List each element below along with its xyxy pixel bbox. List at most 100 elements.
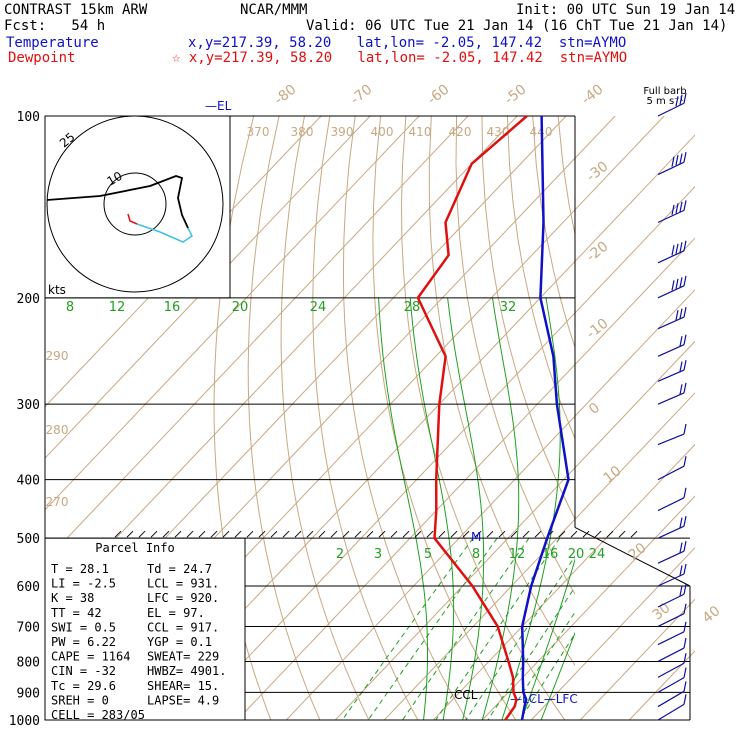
el-marker: —EL — [205, 99, 232, 113]
wind-barb-feather — [683, 694, 687, 705]
isotherm-label: -10 — [584, 316, 612, 343]
wind-barb-feather — [679, 542, 683, 553]
wind-barb-staff — [657, 525, 685, 539]
wind-barb-staff — [657, 573, 685, 587]
hatch-mark — [342, 530, 350, 538]
wind-barb-feather — [683, 681, 687, 692]
wind-barb-feather — [683, 487, 687, 498]
wind-barb-feather — [683, 359, 687, 371]
parcel-value-left: T = 28.1 — [51, 562, 109, 576]
hatch-mark — [174, 530, 182, 538]
theta-label: 400 — [371, 125, 394, 139]
hatch-mark — [246, 530, 254, 538]
mixing-ratio-label: 5 — [424, 547, 432, 562]
mixing-ratio-label: 16 — [542, 547, 559, 562]
wind-barb-feather — [683, 603, 687, 614]
mixing-ratio-line — [487, 586, 575, 720]
dry-adiabat-line — [584, 116, 740, 720]
hodograph-box — [44, 115, 231, 299]
mixing-ratio-label: 2 — [336, 547, 344, 562]
hatch-mark — [294, 530, 302, 538]
wind-barb-feather — [683, 621, 687, 632]
wind-barb-staff — [657, 344, 685, 357]
parcel-value-right: SWEAT= 229 — [147, 650, 219, 664]
hatch-mark — [366, 530, 374, 538]
theta-label: 370 — [247, 125, 270, 139]
moist-adiabat-label: 8 — [66, 300, 74, 315]
isotherm-line — [285, 289, 695, 720]
init-time: Init: 00 UTC Sun 19 Jan 14 — [516, 2, 736, 18]
hatch-mark — [126, 530, 134, 538]
hatch-mark — [510, 530, 518, 538]
parcel-value-left: SWI = 0.5 — [51, 620, 116, 634]
wind-barb-staff — [657, 631, 685, 646]
wind-barb-feather — [679, 361, 683, 372]
wind-barb-feather — [679, 277, 683, 288]
dry-adiabat-line — [736, 116, 740, 720]
mixing-ratio-line — [402, 537, 530, 720]
hatch-mark — [162, 530, 170, 538]
dry-adiabat-layer — [213, 116, 740, 720]
dry-adiabat-line — [557, 116, 575, 237]
hodograph-ring-inner — [103, 172, 167, 236]
isotherm-label: 20 — [626, 540, 650, 564]
dry-adiabat-line — [710, 116, 740, 720]
parcel-value-left: LI = -2.5 — [51, 577, 116, 591]
hatch-mark — [558, 530, 566, 538]
hatch-mark — [414, 530, 422, 538]
hodograph-trace-upper — [46, 175, 189, 229]
dry-adiabat-line — [685, 116, 740, 720]
dry-adiabat-line — [634, 116, 740, 720]
isotherm-label: -70 — [348, 82, 376, 109]
dewpoint-profile — [416, 115, 528, 721]
theta-label: 410 — [409, 125, 432, 139]
wind-barb-staff — [657, 662, 685, 678]
isotherm-line — [334, 340, 695, 720]
hatch-mark — [570, 530, 578, 538]
theta-label: 430 — [487, 125, 510, 139]
wind-barb-feather — [675, 243, 679, 254]
moist-adiabat-label: 16 — [164, 300, 181, 315]
dry-adiabat-line — [400, 116, 566, 720]
wind-barb-feather — [679, 242, 683, 253]
isotherm-label: 10 — [601, 463, 625, 487]
pressure-label: 400 — [17, 474, 40, 489]
wind-barb-staff — [657, 497, 685, 512]
hatch-mark — [378, 530, 386, 538]
parcel-value-right: SHEAR= 15. — [147, 679, 219, 693]
pressure-label: 1000 — [9, 714, 40, 729]
hatch-mark — [198, 530, 206, 538]
wind-barb-feather — [683, 423, 687, 435]
mixing-ratio-label: 12 — [509, 547, 526, 562]
isotherm-line — [481, 495, 695, 720]
wind-barb-feather — [683, 382, 687, 394]
wind-barb-feather — [679, 153, 683, 164]
hatch-mark — [222, 530, 230, 538]
wind-barb-staff — [657, 250, 685, 264]
hatch-mark — [426, 530, 434, 538]
isotherm-label: -80 — [272, 82, 300, 109]
isotherm-line — [236, 237, 695, 720]
hatch-mark — [234, 530, 242, 538]
wind-barb-staff — [657, 465, 685, 481]
theta-label: 280 — [46, 423, 69, 437]
model-name: CONTRAST 15km ARW — [4, 2, 148, 18]
mixing-ratio-label: 24 — [589, 547, 606, 562]
moist-adiabat-label: 12 — [109, 300, 126, 315]
wind-barb-feather — [683, 667, 687, 678]
hatch-mark — [210, 530, 218, 538]
theta-label: 290 — [46, 349, 69, 363]
dewpoint-legend-label: Dewpoint — [8, 50, 76, 66]
wind-barb-feather — [675, 309, 679, 321]
theta-label: 390 — [331, 125, 354, 139]
parcel-value-left: CAPE = 1164 — [51, 650, 130, 664]
wind-barb-staff — [657, 550, 685, 564]
parcel-value-right: Td = 24.7 — [147, 562, 212, 576]
wind-barb-feather — [683, 200, 687, 211]
mixing-ratio-line — [367, 537, 498, 720]
hatch-mark — [474, 530, 482, 538]
forecast-hour: Fcst: 54 h — [4, 18, 106, 34]
parcel-value-left: CELL = 283/05 — [51, 708, 145, 722]
mixing-ratio-label: 3 — [374, 547, 382, 562]
